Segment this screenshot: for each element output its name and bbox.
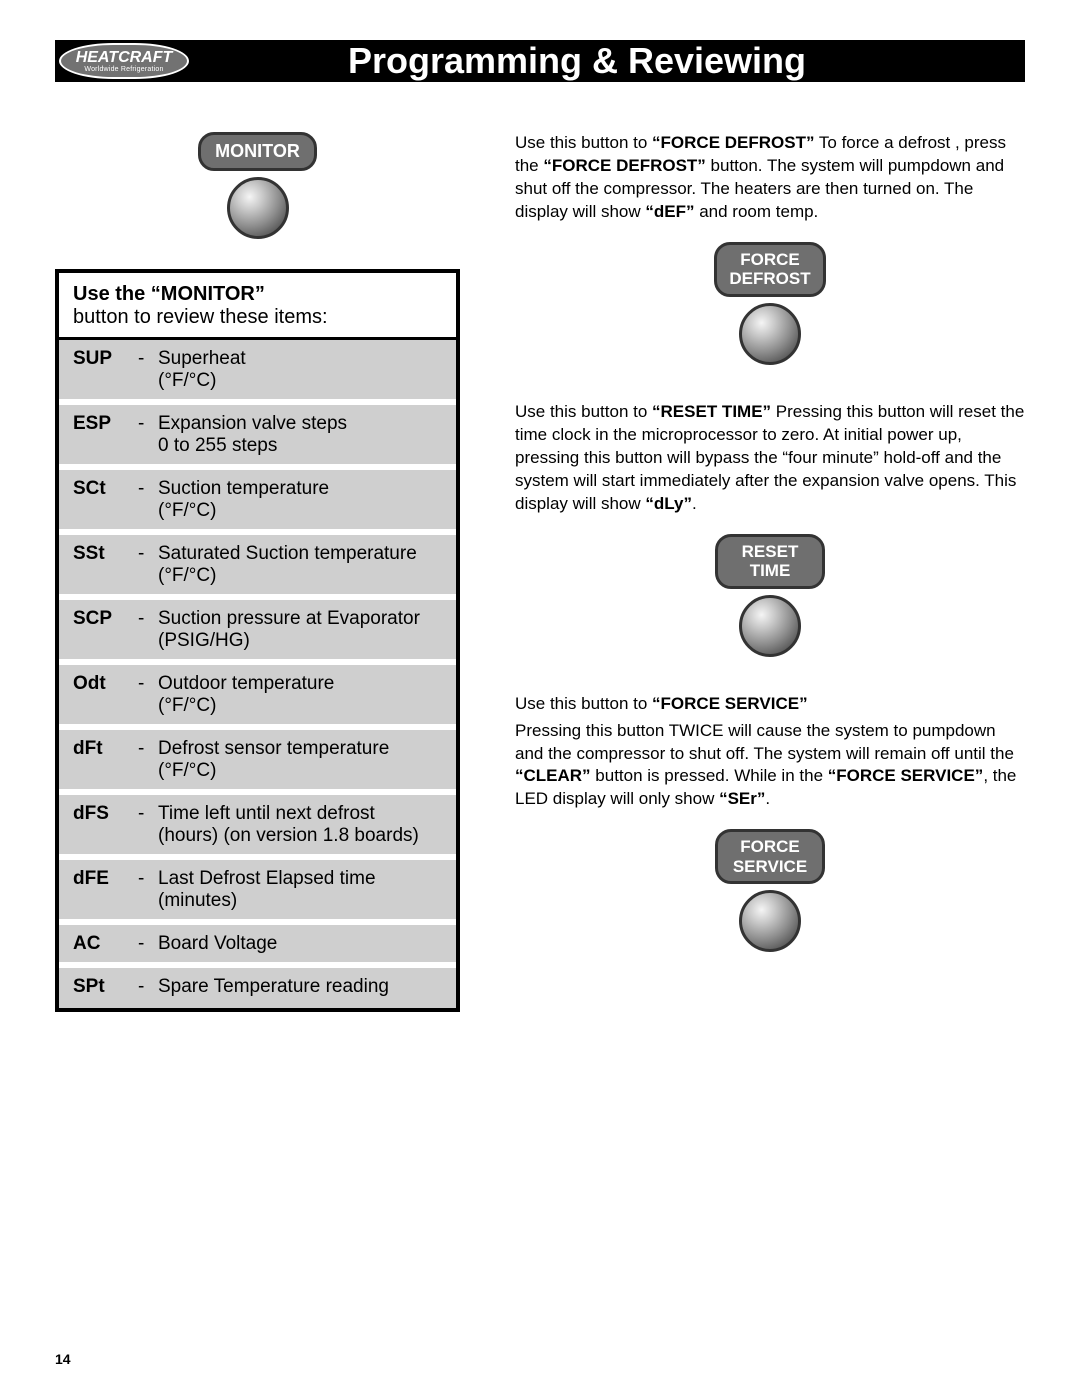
row-code: ESP <box>73 413 138 457</box>
row-desc: Last Defrost Elapsed time (minutes) <box>158 868 442 912</box>
left-column: MONITOR Use the “MONITOR” button to revi… <box>55 132 460 1012</box>
rt-b1: “RESET TIME” <box>652 402 771 421</box>
table-row: SCP-Suction pressure at Evaporator (PSIG… <box>59 600 456 665</box>
rt-t1: Use this button to <box>515 402 652 421</box>
row-dash: - <box>138 478 158 522</box>
row-desc: Saturated Suction temperature (°F/°C) <box>158 543 442 587</box>
row-dash: - <box>138 976 158 998</box>
page-number: 14 <box>55 1351 71 1367</box>
rt-b2: “dLy” <box>645 494 692 513</box>
row-dash: - <box>138 803 158 847</box>
row-desc: Defrost sensor temperature (°F/°C) <box>158 738 442 782</box>
table-row: Odt-Outdoor temperature (°F/°C) <box>59 665 456 730</box>
table-row: dFE-Last Defrost Elapsed time (minutes) <box>59 860 456 925</box>
row-code: SUP <box>73 348 138 392</box>
force-defrost-sphere-icon <box>739 303 801 365</box>
row-dash: - <box>138 738 158 782</box>
fs-b2: “FORCE SERVICE” <box>828 766 984 785</box>
row-dash: - <box>138 543 158 587</box>
row-dash: - <box>138 348 158 392</box>
row-code: AC <box>73 933 138 955</box>
fs-d: . <box>765 789 770 808</box>
row-desc: Expansion valve steps 0 to 255 steps <box>158 413 442 457</box>
fs-a: Pressing this button TWICE will cause th… <box>515 721 1014 763</box>
row-dash: - <box>138 413 158 457</box>
row-code: Odt <box>73 673 138 717</box>
force-service-line1: Use this button to “FORCE SERVICE” <box>515 693 1025 716</box>
row-dash: - <box>138 933 158 955</box>
row-code: dFS <box>73 803 138 847</box>
row-desc: Spare Temperature reading <box>158 976 442 998</box>
table-row: AC-Board Voltage <box>59 925 456 968</box>
fd-b3: “dEF” <box>645 202 694 221</box>
force-defrost-button[interactable]: FORCE DEFROST <box>700 242 840 365</box>
logo-text: HEATCRAFT <box>76 50 173 66</box>
fs-b: button is pressed. While in the <box>591 766 828 785</box>
fd-b1: “FORCE DEFROST” <box>652 133 814 152</box>
fs-l1a: Use this button to <box>515 694 652 713</box>
monitor-rows: SUP-Superheat (°F/°C)ESP-Expansion valve… <box>59 340 456 1008</box>
row-code: SSt <box>73 543 138 587</box>
page-title: Programming & Reviewing <box>189 40 1025 82</box>
row-desc: Board Voltage <box>158 933 442 955</box>
row-code: SCP <box>73 608 138 652</box>
reset-time-sphere-icon <box>739 595 801 657</box>
reset-time-button[interactable]: RESET TIME <box>700 534 840 657</box>
fd-t4: and room temp. <box>695 202 819 221</box>
reset-time-text: Use this button to “RESET TIME” Pressing… <box>515 401 1025 516</box>
row-desc: Outdoor temperature (°F/°C) <box>158 673 442 717</box>
monitor-button-sphere-icon <box>227 177 289 239</box>
force-service-sphere-icon <box>739 890 801 952</box>
row-desc: Suction pressure at Evaporator (PSIG/HG) <box>158 608 442 652</box>
row-code: dFt <box>73 738 138 782</box>
table-row: ESP-Expansion valve steps 0 to 255 steps <box>59 405 456 470</box>
monitor-table: Use the “MONITOR” button to review these… <box>55 269 460 1012</box>
logo-subtext: Worldwide Refrigeration <box>84 66 163 73</box>
row-code: SPt <box>73 976 138 998</box>
monitor-header-bold: Use the “MONITOR” <box>73 283 265 305</box>
force-service-button[interactable]: FORCE SERVICE <box>700 829 840 952</box>
reset-time-label: RESET TIME <box>715 534 825 589</box>
row-code: dFE <box>73 868 138 912</box>
row-code: SCt <box>73 478 138 522</box>
force-defrost-label: FORCE DEFROST <box>714 242 825 297</box>
table-row: SCt-Suction temperature (°F/°C) <box>59 470 456 535</box>
monitor-header-rest: button to review these items: <box>73 306 328 328</box>
table-row: SPt-Spare Temperature reading <box>59 968 456 1008</box>
row-desc: Suction temperature (°F/°C) <box>158 478 442 522</box>
table-row: SSt-Saturated Suction temperature (°F/°C… <box>59 535 456 600</box>
content-columns: MONITOR Use the “MONITOR” button to revi… <box>55 132 1025 1012</box>
monitor-button-label: MONITOR <box>198 132 317 171</box>
table-row: dFt-Defrost sensor temperature (°F/°C) <box>59 730 456 795</box>
row-dash: - <box>138 608 158 652</box>
fd-b2: “FORCE DEFROST” <box>543 156 705 175</box>
fs-b3: “SEr” <box>719 789 765 808</box>
fs-b1: “CLEAR” <box>515 766 591 785</box>
row-dash: - <box>138 673 158 717</box>
rt-t3: . <box>692 494 697 513</box>
force-service-label: FORCE SERVICE <box>715 829 825 884</box>
table-row: SUP-Superheat (°F/°C) <box>59 340 456 405</box>
row-desc: Time left until next defrost (hours) (on… <box>158 803 442 847</box>
row-desc: Superheat (°F/°C) <box>158 348 442 392</box>
force-defrost-text: Use this button to “FORCE DEFROST” To fo… <box>515 132 1025 224</box>
fs-l1b: “FORCE SERVICE” <box>652 694 808 713</box>
fd-t1: Use this button to <box>515 133 652 152</box>
row-dash: - <box>138 868 158 912</box>
monitor-button[interactable]: MONITOR <box>188 132 328 239</box>
table-row: dFS-Time left until next defrost (hours)… <box>59 795 456 860</box>
right-column: Use this button to “FORCE DEFROST” To fo… <box>515 132 1025 1012</box>
monitor-table-header: Use the “MONITOR” button to review these… <box>59 273 456 340</box>
force-service-text: Pressing this button TWICE will cause th… <box>515 720 1025 812</box>
header-bar: HEATCRAFT Worldwide Refrigeration Progra… <box>55 40 1025 82</box>
brand-logo: HEATCRAFT Worldwide Refrigeration <box>59 43 189 79</box>
